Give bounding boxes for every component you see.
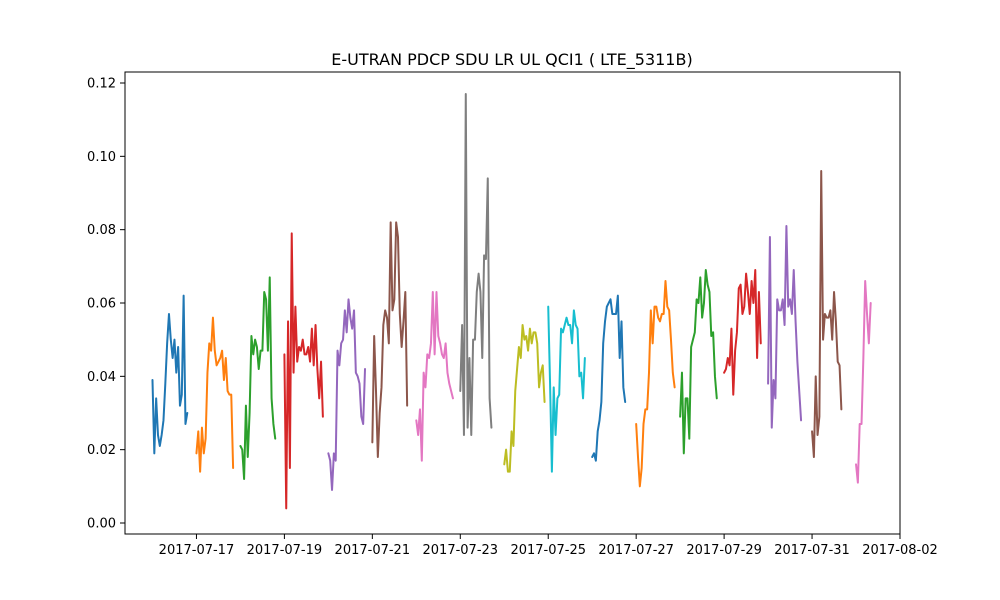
series-line-7 bbox=[415, 291, 454, 462]
series-layer bbox=[151, 93, 872, 510]
x-tick-label: 2017-08-02 bbox=[862, 543, 938, 558]
series-line-4 bbox=[283, 232, 324, 510]
series-line-14 bbox=[723, 269, 762, 396]
x-tick-label: 2017-07-29 bbox=[686, 543, 762, 558]
y-tick-label: 0.00 bbox=[87, 517, 116, 532]
series-line-11 bbox=[591, 294, 627, 462]
series-line-12 bbox=[635, 280, 676, 488]
y-tick-label: 0.10 bbox=[87, 150, 116, 165]
series-line-8 bbox=[459, 93, 493, 436]
series-line-5 bbox=[327, 298, 367, 491]
y-tick-label: 0.02 bbox=[87, 443, 116, 458]
chart-title: E-UTRAN PDCP SDU LR UL QCI1 ( LTE_5311B) bbox=[331, 50, 692, 70]
y-tick-label: 0.08 bbox=[87, 223, 116, 238]
series-line-3 bbox=[239, 276, 277, 480]
x-tick-label: 2017-07-27 bbox=[598, 543, 674, 558]
series-line-16 bbox=[811, 170, 843, 458]
series-line-9 bbox=[503, 324, 546, 473]
x-tick-label: 2017-07-19 bbox=[247, 543, 323, 558]
x-tick-label: 2017-07-21 bbox=[335, 543, 411, 558]
y-tick-label: 0.06 bbox=[87, 297, 116, 312]
series-line-2 bbox=[195, 316, 235, 473]
y-tick-label: 0.12 bbox=[87, 77, 116, 92]
series-line-1 bbox=[151, 294, 189, 455]
x-tick-label: 2017-07-25 bbox=[510, 543, 586, 558]
x-tick-label: 2017-07-23 bbox=[423, 543, 499, 558]
series-line-6 bbox=[371, 221, 409, 458]
series-line-17 bbox=[855, 280, 872, 484]
series-line-10 bbox=[547, 305, 586, 473]
x-tick-label: 2017-07-31 bbox=[774, 543, 850, 558]
axes-layer: 2017-07-17 2017-07-19 2017-07-21 2017-07-23… bbox=[87, 71, 938, 558]
series-line-15 bbox=[767, 225, 803, 429]
y-tick-label: 0.04 bbox=[87, 370, 116, 385]
x-tick-label: 2017-07-17 bbox=[159, 543, 235, 558]
series-line-13 bbox=[679, 269, 718, 455]
